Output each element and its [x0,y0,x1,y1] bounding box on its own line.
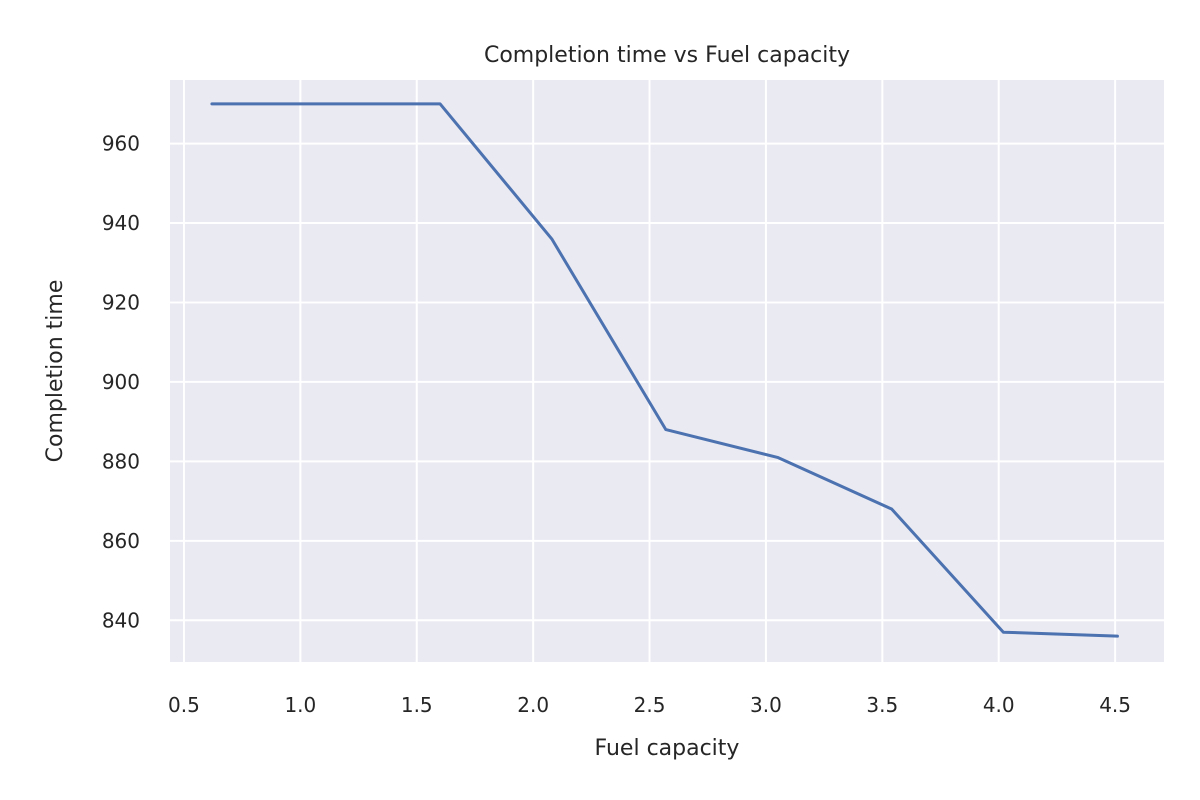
y-tick-label: 880 [102,449,140,473]
x-tick-label: 2.5 [634,693,666,717]
y-tick-label: 920 [102,290,140,314]
x-tick-label: 1.0 [284,693,316,717]
y-axis-label: Completion time [43,280,68,463]
series-line [210,102,1119,638]
y-tick-label: 960 [102,132,140,156]
plot-background [170,80,1164,662]
grid-lines [170,80,1164,662]
x-axis-label: Fuel capacity [595,736,740,761]
x-tick-label: 3.5 [866,693,898,717]
x-tick-label: 3.0 [750,693,782,717]
chart-title: Completion time vs Fuel capacity [484,43,850,68]
y-tick-label: 900 [102,370,140,394]
y-tick-label: 840 [102,608,140,632]
x-tick-label: 2.0 [517,693,549,717]
y-tick-label: 860 [102,529,140,553]
x-tick-label: 0.5 [168,693,200,717]
x-tick-label: 1.5 [401,693,433,717]
series-layer [210,102,1119,638]
x-tick-label: 4.0 [983,693,1015,717]
y-tick-label: 940 [102,211,140,235]
y-axis-ticks: 840 860 880 900 920 940 960 [102,132,140,633]
x-axis-ticks: 0.5 1.0 1.5 2.0 2.5 3.0 3.5 4.0 4.5 [168,693,1131,717]
x-tick-label: 4.5 [1099,693,1131,717]
